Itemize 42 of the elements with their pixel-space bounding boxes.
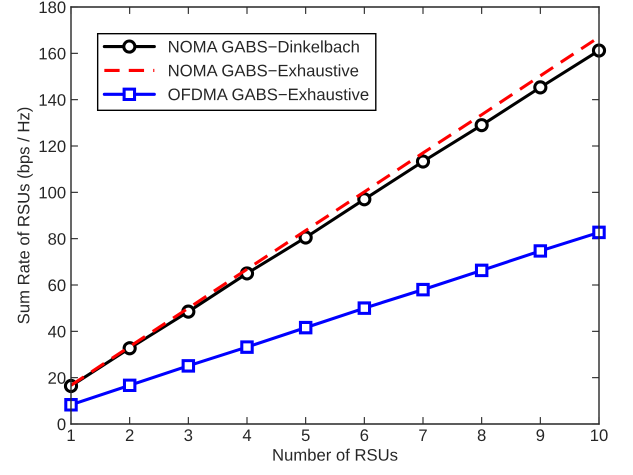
- x-axis-title: Number of RSUs: [273, 448, 398, 461]
- legend-label: NOMA GABS−Dinkelbach: [169, 40, 359, 53]
- x-tick-label: 4: [242, 429, 252, 441]
- y-tick-label: 160: [40, 48, 66, 60]
- point: [474, 118, 489, 132]
- x-tick-label: 8: [478, 429, 486, 442]
- x-tick-label: 2: [126, 429, 134, 441]
- y-tick-label: 180: [40, 1, 66, 14]
- point: [416, 154, 430, 169]
- point: [240, 340, 254, 354]
- point: [122, 341, 137, 356]
- y-tick-label: 100: [40, 186, 66, 199]
- point: [533, 80, 548, 94]
- x-tick-label: 3: [184, 429, 192, 442]
- x-tick-label: 1: [68, 429, 75, 441]
- point: [298, 230, 313, 245]
- x-tick-label: 10: [591, 429, 608, 442]
- y-tick-label: 60: [48, 279, 66, 292]
- point: [474, 264, 488, 278]
- point: [534, 244, 548, 258]
- y-axis-title: Sum Rate of RSUs (bps / Hz): [17, 108, 33, 324]
- point: [64, 398, 78, 412]
- point: [358, 301, 372, 315]
- point: [298, 320, 312, 334]
- y-tick-label: 120: [40, 140, 66, 152]
- x-tick-label: 5: [302, 429, 310, 442]
- point: [592, 43, 606, 58]
- x-tick-label: 6: [360, 429, 368, 442]
- point: [122, 378, 136, 392]
- point: [592, 226, 606, 240]
- y-tick-label: 80: [48, 233, 66, 245]
- y-tick-label: 140: [40, 94, 66, 106]
- legend-label: NOMA GABS−Exhaustive: [169, 64, 358, 76]
- point: [357, 192, 372, 206]
- y-tick-label: 40: [48, 326, 66, 338]
- x-tick-label: 7: [419, 429, 427, 441]
- y-tick-label: 0: [58, 418, 66, 430]
- point: [416, 282, 430, 296]
- y-tick-label: 20: [48, 372, 66, 384]
- legend-label: OFDMA GABS−Exhaustive: [168, 88, 368, 100]
- x-tick-label: 9: [536, 429, 544, 442]
- point: [182, 359, 196, 373]
